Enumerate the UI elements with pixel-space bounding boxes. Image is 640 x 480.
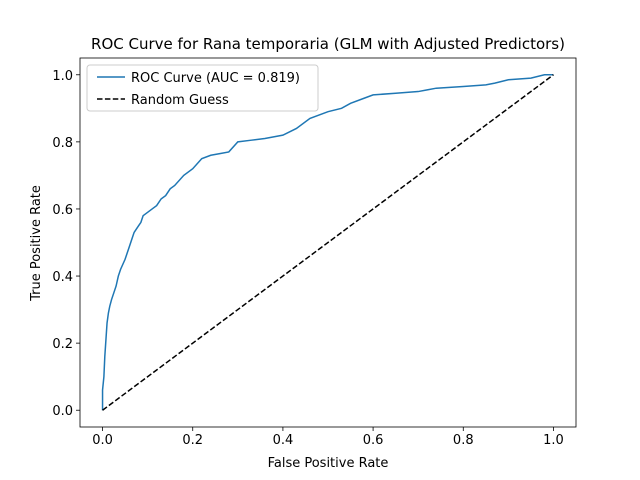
legend-box (86, 64, 319, 112)
x-tick-label: 0.6 (363, 433, 384, 448)
x-tick-label: 0.0 (92, 433, 113, 448)
chart-title: ROC Curve for Rana temporaria (GLM with … (91, 35, 565, 53)
plot-area: 0.0 0.2 0.4 0.6 0.8 1.0 0.0 0.2 0.4 0.6 0.8 1.0 (52, 57, 577, 448)
y-tick-label: 0.0 (52, 404, 73, 419)
y-tick-label: 1.0 (52, 69, 73, 84)
y-tick-label: 0.4 (52, 270, 73, 285)
y-tick-label: 0.2 (52, 337, 73, 352)
legend-label-0: ROC Curve (AUC = 0.819) (131, 71, 300, 86)
y-tick-label: 0.8 (52, 136, 73, 151)
series-line-0 (101, 74, 554, 411)
legend-label-1: Random Guess (131, 93, 229, 108)
legend: ROC Curve (AUC = 0.819) Random Guess (86, 64, 319, 112)
y-axis-label: True Positive Rate (29, 185, 44, 302)
y-tick-label: 0.6 (52, 203, 73, 218)
x-tick-label: 1.0 (543, 433, 564, 448)
x-axis-label: False Positive Rate (268, 456, 389, 471)
x-tick-label: 0.8 (453, 433, 474, 448)
axes-frame (79, 57, 577, 428)
x-tick-label: 0.4 (273, 433, 294, 448)
x-tick-label: 0.2 (182, 433, 203, 448)
series-line-1 (102, 74, 554, 411)
